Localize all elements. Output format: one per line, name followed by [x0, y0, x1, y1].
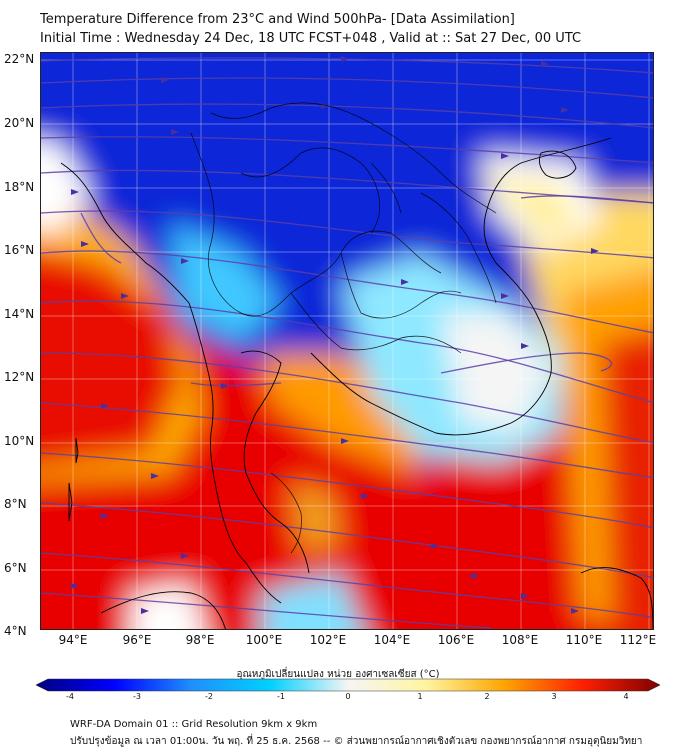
lon-label: 108°E: [501, 633, 539, 647]
lon-label: 98°E: [185, 633, 215, 647]
map-panel: [40, 52, 654, 630]
warm-region-south: [41, 283, 653, 629]
lon-label: 112°E: [619, 633, 657, 647]
lon-label: 106°E: [437, 633, 475, 647]
lat-label: 18°N: [4, 180, 35, 194]
lon-label: 104°E: [373, 633, 411, 647]
lat-label: 14°N: [4, 307, 35, 321]
lon-label: 102°E: [309, 633, 347, 647]
lat-label: 20°N: [4, 116, 35, 130]
colorbar-gradient: [36, 678, 660, 692]
map-title: Temperature Difference from 23°C and Win…: [40, 12, 515, 27]
lon-label: 96°E: [122, 633, 152, 647]
lat-label: 12°N: [4, 370, 35, 384]
footer-update-credit: ปรับปรุงข้อมูล ณ เวลา 01:00น. วัน พฤ. ที…: [70, 736, 643, 747]
colorbar-tick: -3: [133, 692, 141, 701]
colorbar-tick: 1: [417, 692, 423, 701]
lat-label: 8°N: [4, 497, 27, 511]
lon-label: 110°E: [565, 633, 603, 647]
colorbar-tick: 3: [551, 692, 557, 701]
colorbar-tick: 4: [623, 692, 629, 701]
lat-label: 16°N: [4, 243, 35, 257]
temperature-field: [41, 53, 653, 629]
colorbar: [36, 678, 660, 692]
coastlines-borders: [60, 137, 653, 629]
wind-streamlines: [41, 57, 653, 629]
colorbar-tick: -1: [277, 692, 285, 701]
lon-label: 100°E: [245, 633, 283, 647]
lat-label: 10°N: [4, 434, 35, 448]
lat-label: 22°N: [4, 52, 35, 66]
colorbar-tick: -4: [66, 692, 74, 701]
colorbar-tick: 2: [484, 692, 490, 701]
lat-label: 6°N: [4, 561, 27, 575]
lon-label: 94°E: [58, 633, 88, 647]
colorbar-tick: 0: [345, 692, 351, 701]
internal-borders: [190, 102, 497, 554]
lat-label: 4°N: [4, 624, 27, 638]
colorbar-title: อุณหภูมิเปลี่ยนแปลง หน่วย องศาเซลเซียส (…: [236, 669, 440, 680]
footer-model-info: WRF-DA Domain 01 :: Grid Resolution 9km …: [70, 719, 318, 730]
wind-arrow-heads: [71, 56, 599, 614]
colorbar-tick: -2: [205, 692, 213, 701]
lat-gridlines: [41, 59, 653, 571]
map-subtitle-valid-time: Initial Time : Wednesday 24 Dec, 18 UTC …: [40, 31, 582, 46]
